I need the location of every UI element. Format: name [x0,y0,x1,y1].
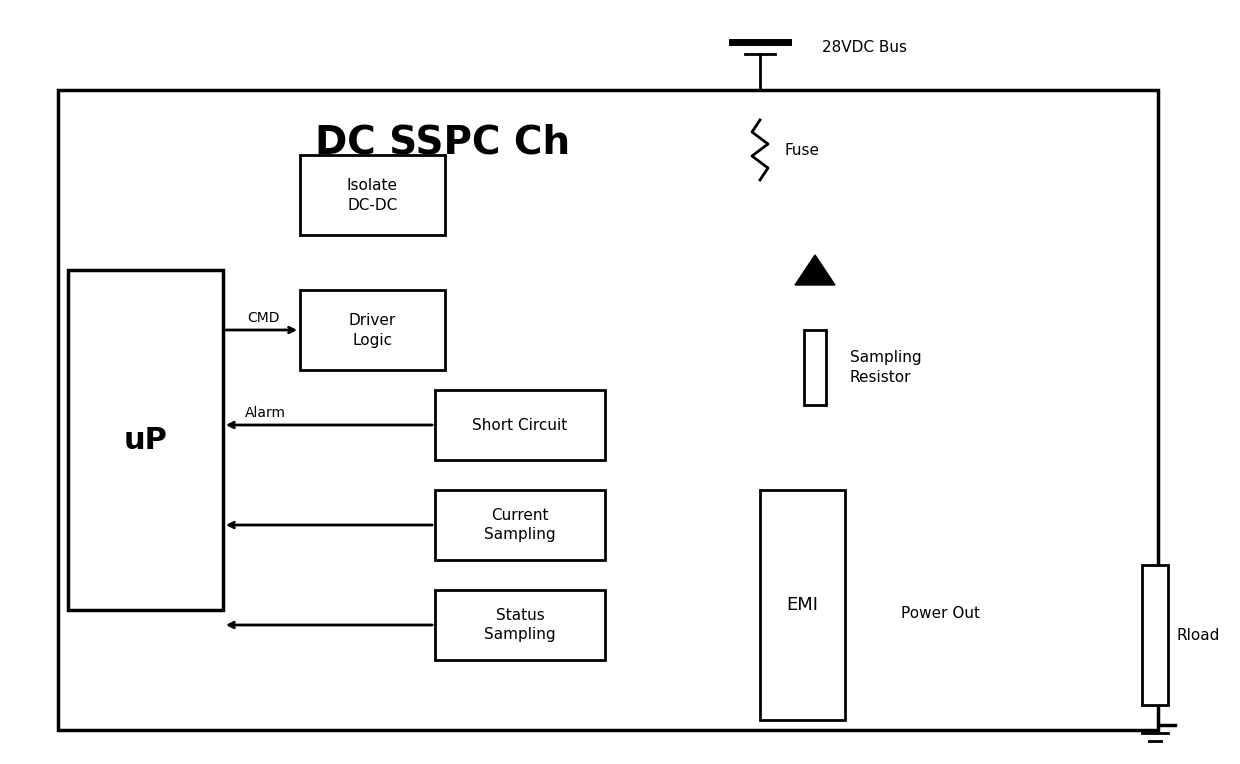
Text: DC SSPC Ch: DC SSPC Ch [315,123,570,161]
Text: DC-DC: DC-DC [347,198,398,212]
Text: Status: Status [496,607,544,623]
Bar [435,490,605,560]
Polygon shape [795,255,835,285]
Bar [760,490,844,720]
Bar [435,590,605,660]
Text: Short Circuit: Short Circuit [472,417,568,432]
Bar [435,390,605,460]
Bar [300,290,445,370]
Text: Sampling: Sampling [484,527,556,542]
Text: Power Out: Power Out [901,606,980,620]
Text: Current: Current [491,507,549,523]
Text: Rload: Rload [1177,627,1220,643]
Text: Driver: Driver [348,312,396,328]
Text: Alarm: Alarm [244,406,285,420]
Text: Fuse: Fuse [785,143,820,157]
Bar [68,270,223,610]
Text: Resistor: Resistor [849,370,911,385]
Text: EMI: EMI [786,596,818,614]
Text: 28VDC Bus: 28VDC Bus [822,40,906,54]
Bar [300,155,445,235]
Bar [58,90,1158,730]
Text: Sampling: Sampling [849,350,921,365]
Text: CMD: CMD [247,311,279,325]
Text: Sampling: Sampling [484,627,556,643]
Text: uP: uP [124,426,167,455]
Bar [1142,565,1168,705]
Text: Logic: Logic [352,332,393,348]
Text: Isolate: Isolate [347,177,398,193]
Bar [804,330,826,405]
